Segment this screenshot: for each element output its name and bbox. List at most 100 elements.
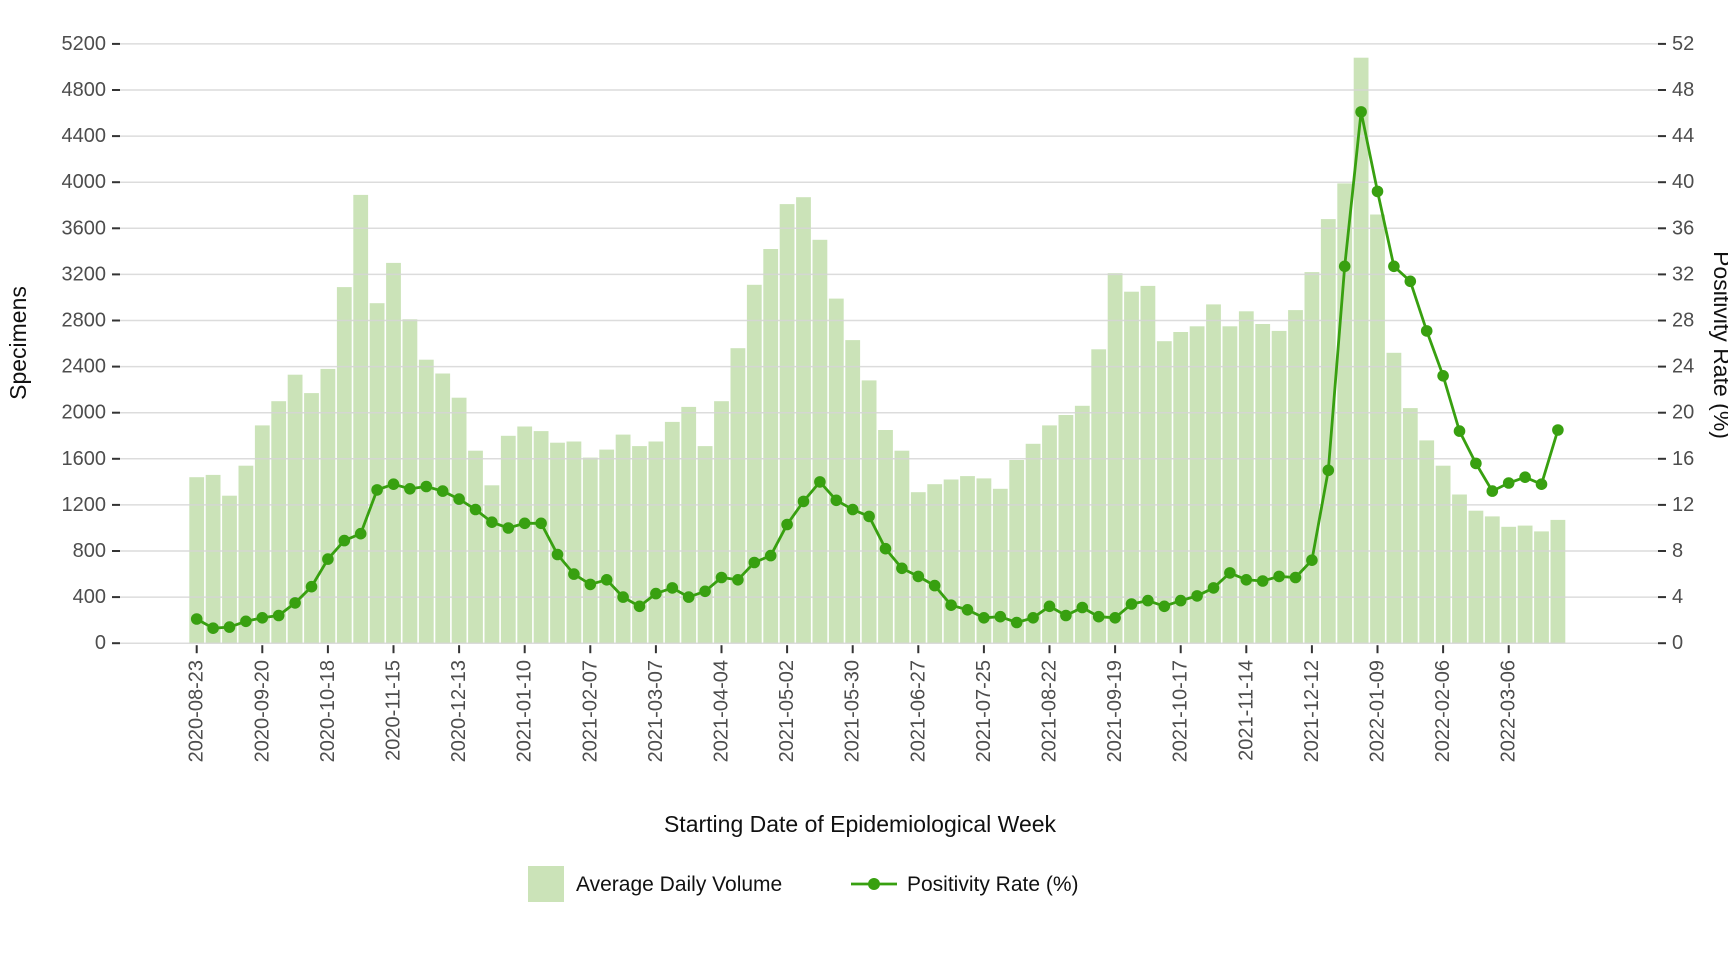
y-left-tick-label: 2400 bbox=[62, 356, 107, 378]
volume-bar bbox=[1238, 311, 1254, 644]
volume-bar bbox=[484, 485, 500, 644]
positivity-point bbox=[764, 549, 777, 562]
positivity-point bbox=[896, 562, 908, 575]
positivity-point bbox=[1306, 554, 1318, 566]
volume-bar bbox=[796, 197, 811, 644]
positivity-point bbox=[748, 556, 761, 569]
y-right-tick-label: 16 bbox=[1672, 448, 1694, 470]
positivity-point bbox=[1125, 598, 1138, 610]
y-axis-right-title: Positivity Rate (%) bbox=[1709, 251, 1728, 439]
volume-bar bbox=[779, 204, 795, 644]
volume-bar bbox=[238, 465, 254, 644]
y-right-tick-label: 20 bbox=[1672, 402, 1694, 424]
x-tick-label: 2021-06-27 bbox=[907, 660, 929, 762]
volume-bar bbox=[599, 449, 615, 644]
x-tick-label: 2020-08-23 bbox=[186, 660, 208, 762]
positivity-point bbox=[1060, 609, 1072, 622]
positivity-point bbox=[846, 503, 859, 516]
positivity-point bbox=[1010, 616, 1023, 629]
volume-bar bbox=[1255, 324, 1271, 644]
positivity-point bbox=[732, 574, 744, 586]
volume-bar bbox=[1484, 516, 1500, 644]
volume-bar bbox=[402, 319, 418, 644]
positivity-point bbox=[1502, 477, 1515, 489]
y-left-tick-label: 3200 bbox=[62, 263, 107, 285]
positivity-point bbox=[1486, 485, 1499, 497]
positivity-point bbox=[814, 476, 826, 488]
volume-bar bbox=[1419, 440, 1435, 644]
volume-bar bbox=[1091, 349, 1107, 644]
y-right-tick-label: 28 bbox=[1672, 310, 1694, 332]
volume-bar bbox=[664, 421, 680, 644]
legend: Average Daily Volume Positivity Rate (%) bbox=[528, 866, 1079, 902]
legend-volume-swatch bbox=[528, 866, 564, 902]
volume-bar bbox=[435, 373, 451, 644]
volume-bar bbox=[1304, 272, 1320, 644]
y-right-tick-label: 8 bbox=[1672, 540, 1683, 562]
volume-bar bbox=[730, 348, 746, 644]
positivity-point bbox=[1109, 612, 1121, 624]
volume-bar bbox=[976, 478, 992, 644]
positivity-point bbox=[1142, 594, 1154, 607]
y-left-tick-label: 400 bbox=[73, 586, 106, 608]
positivity-point bbox=[1240, 574, 1253, 586]
positivity-point bbox=[633, 600, 646, 613]
volume-bar bbox=[550, 442, 565, 644]
positivity-point bbox=[1470, 457, 1482, 470]
x-tick-label: 2020-12-13 bbox=[448, 660, 470, 762]
volume-bar bbox=[1271, 330, 1287, 644]
volume-bar bbox=[1550, 519, 1566, 644]
volume-bar bbox=[992, 488, 1008, 644]
positivity-point bbox=[322, 553, 334, 565]
volume-bar bbox=[878, 430, 893, 644]
y-left-tick-label: 0 bbox=[95, 632, 106, 654]
volume-bar bbox=[943, 479, 959, 644]
volume-bar bbox=[632, 446, 647, 644]
y-right-tick-label: 40 bbox=[1672, 171, 1694, 193]
x-tick-label: 2022-02-06 bbox=[1432, 660, 1454, 762]
positivity-point bbox=[1355, 106, 1367, 118]
positivity-point bbox=[436, 485, 449, 497]
x-tick-label: 2021-10-17 bbox=[1170, 660, 1192, 762]
volume-bar bbox=[615, 434, 631, 644]
positivity-point bbox=[961, 604, 974, 616]
x-tick-label: 2021-09-19 bbox=[1104, 660, 1126, 762]
volume-bar bbox=[287, 374, 303, 644]
volume-bar bbox=[1353, 57, 1369, 644]
positivity-point bbox=[502, 522, 515, 534]
y-right-tick-label: 48 bbox=[1672, 79, 1694, 101]
volume-bar bbox=[1189, 326, 1205, 644]
x-tick-label: 2021-05-30 bbox=[842, 660, 864, 762]
positivity-point bbox=[1388, 260, 1400, 273]
volume-bar bbox=[369, 303, 385, 644]
y-axis-left-title: Specimens bbox=[5, 286, 31, 400]
positivity-point bbox=[1338, 260, 1351, 273]
positivity-point bbox=[551, 548, 564, 561]
positivity-point bbox=[1207, 582, 1220, 594]
volume-bar bbox=[468, 450, 483, 644]
legend-positivity-label: Positivity Rate (%) bbox=[907, 873, 1079, 896]
y-left-tick-label: 800 bbox=[73, 540, 106, 562]
volume-bar bbox=[960, 476, 975, 644]
y-right-tick-label: 12 bbox=[1672, 494, 1694, 516]
volume-bar bbox=[271, 401, 287, 644]
positivity-point bbox=[190, 613, 203, 625]
positivity-point bbox=[650, 587, 662, 600]
positivity-point bbox=[1535, 478, 1548, 491]
positivity-point bbox=[699, 585, 711, 598]
positivity-point bbox=[289, 597, 301, 609]
legend-positivity-marker bbox=[851, 878, 897, 890]
positivity-point bbox=[371, 484, 383, 496]
volume-bar bbox=[1386, 352, 1402, 644]
volume-bar bbox=[1124, 291, 1139, 644]
volume-bar bbox=[1370, 214, 1385, 644]
volume-bar bbox=[910, 492, 926, 644]
volume-bar bbox=[189, 477, 205, 644]
positivity-point bbox=[584, 578, 597, 591]
volume-bar bbox=[828, 298, 844, 644]
y-left-tick-label: 4000 bbox=[62, 171, 107, 193]
positivity-point bbox=[781, 518, 793, 531]
positivity-point bbox=[600, 574, 613, 586]
positivity-point bbox=[354, 527, 367, 540]
y-left-tick-label: 5200 bbox=[62, 33, 107, 55]
